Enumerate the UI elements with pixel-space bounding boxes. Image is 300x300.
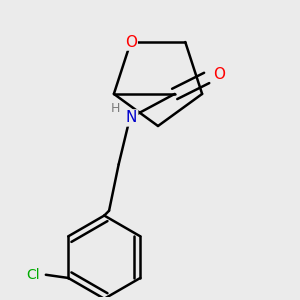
Text: N: N: [126, 110, 137, 125]
Text: H: H: [111, 102, 120, 115]
Text: Cl: Cl: [26, 268, 40, 282]
Text: O: O: [125, 34, 137, 50]
Text: O: O: [214, 67, 226, 82]
